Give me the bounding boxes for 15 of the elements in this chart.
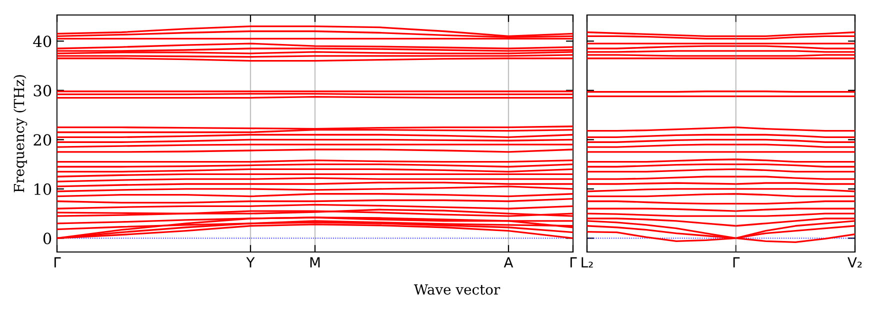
y-tick-label: 0 xyxy=(43,232,52,244)
x-tick-label: V₂ xyxy=(848,257,862,268)
x-tick-label: Y xyxy=(246,257,255,268)
y-tick-label: 40 xyxy=(33,36,52,48)
y-axis-title: Frequency (THz) xyxy=(14,75,28,192)
x-tick-label: M xyxy=(310,257,320,268)
x-tick-label: L₂ xyxy=(582,257,593,268)
y-tick-label: 20 xyxy=(34,134,52,146)
y-tick-label: 30 xyxy=(34,84,52,96)
x-tick-label: Γ xyxy=(54,257,61,268)
x-axis-title: Wave vector xyxy=(414,284,500,295)
x-tick-label: A xyxy=(504,257,514,268)
y-tick-label: 10 xyxy=(34,183,52,195)
x-tick-label: Γ xyxy=(570,257,577,268)
x-tick-label: Γ xyxy=(733,257,740,268)
